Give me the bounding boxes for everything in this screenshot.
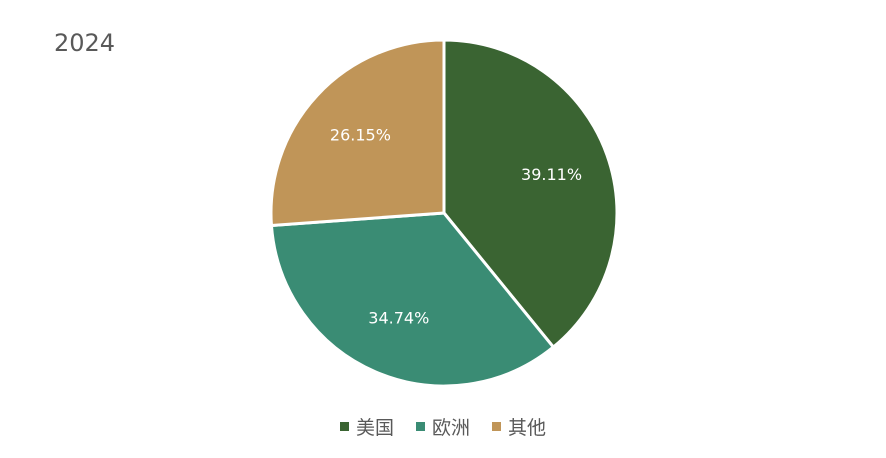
- legend-swatch-1: [339, 422, 349, 431]
- data-label-3: 26.15%: [330, 126, 391, 145]
- legend-label-2: 欧洲: [431, 417, 470, 439]
- pie-slice-2: [269, 211, 555, 388]
- pie-slice-1: [442, 38, 619, 349]
- legend-item-1: 美国: [339, 413, 394, 440]
- legend-swatch-2: [415, 422, 425, 431]
- legend-item-2: 欧洲: [415, 413, 470, 440]
- legend-label-3: 其他: [508, 417, 547, 439]
- chart-title: 2024: [54, 29, 116, 57]
- data-label-2: 34.74%: [368, 308, 429, 327]
- pie-slice-3: [269, 38, 446, 227]
- legend-item-3: 其他: [492, 413, 546, 440]
- legend-label-1: 美国: [355, 417, 394, 439]
- data-label-1: 39.11%: [521, 165, 582, 184]
- legend: 美国 欧洲 其他: [0, 413, 886, 440]
- legend-swatch-3: [492, 422, 501, 431]
